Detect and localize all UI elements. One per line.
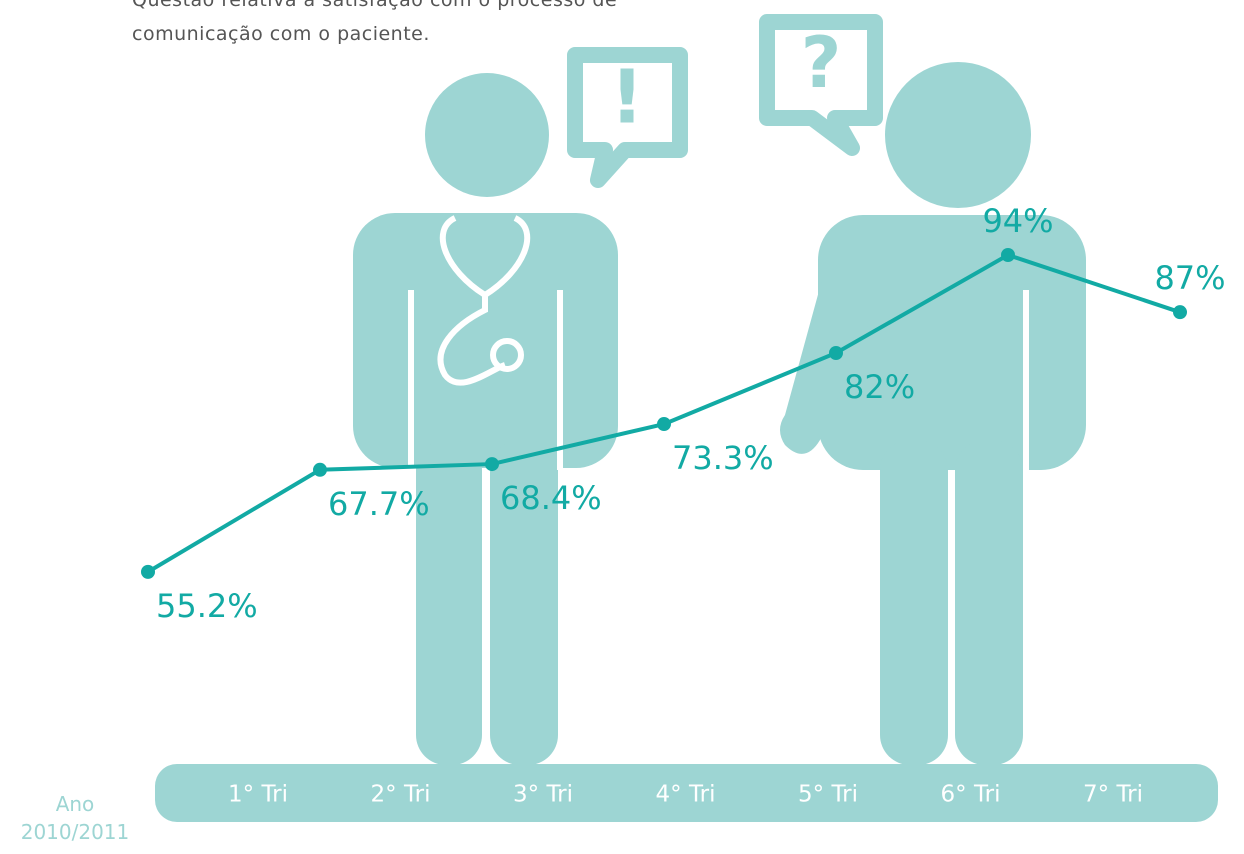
value-label: 67.7%	[328, 485, 430, 523]
patient-details	[949, 290, 1029, 770]
x-tick-label: 2° Tri	[371, 782, 431, 808]
point	[1173, 305, 1187, 320]
point	[1001, 248, 1015, 262]
chart-title: Questão relativa à satisfação com o proc…	[132, 0, 618, 45]
x-tick-label: 6° Tri	[941, 782, 1001, 808]
question: ?	[801, 22, 842, 104]
x-tick-label: 1° Tri	[228, 782, 288, 808]
value-label: 82%	[844, 368, 915, 406]
speech-bubbles	[567, 14, 883, 188]
point	[313, 462, 327, 477]
point	[141, 564, 155, 579]
doctor-details	[408, 215, 563, 770]
point	[485, 457, 499, 472]
x-axis-label: Ano 2010/2011	[20, 792, 130, 844]
exclamation: !	[610, 55, 644, 141]
value-label: 73.3%	[672, 439, 774, 477]
value-label: 94%	[982, 202, 1053, 240]
patient-figure	[780, 62, 1086, 765]
value-label: 87%	[1154, 259, 1225, 297]
x-tick-label: 5° Tri	[798, 782, 858, 808]
value-label: 55.2%	[156, 587, 258, 625]
x-tick-label: 7° Tri	[1083, 782, 1143, 808]
doctor-figure	[353, 73, 618, 765]
x-tick-label: 3° Tri	[513, 782, 573, 808]
point	[657, 417, 671, 432]
value-label: 68.4%	[500, 479, 602, 517]
point	[829, 346, 843, 360]
x-tick-label: 4° Tri	[656, 782, 716, 808]
category-bar	[155, 764, 1218, 822]
